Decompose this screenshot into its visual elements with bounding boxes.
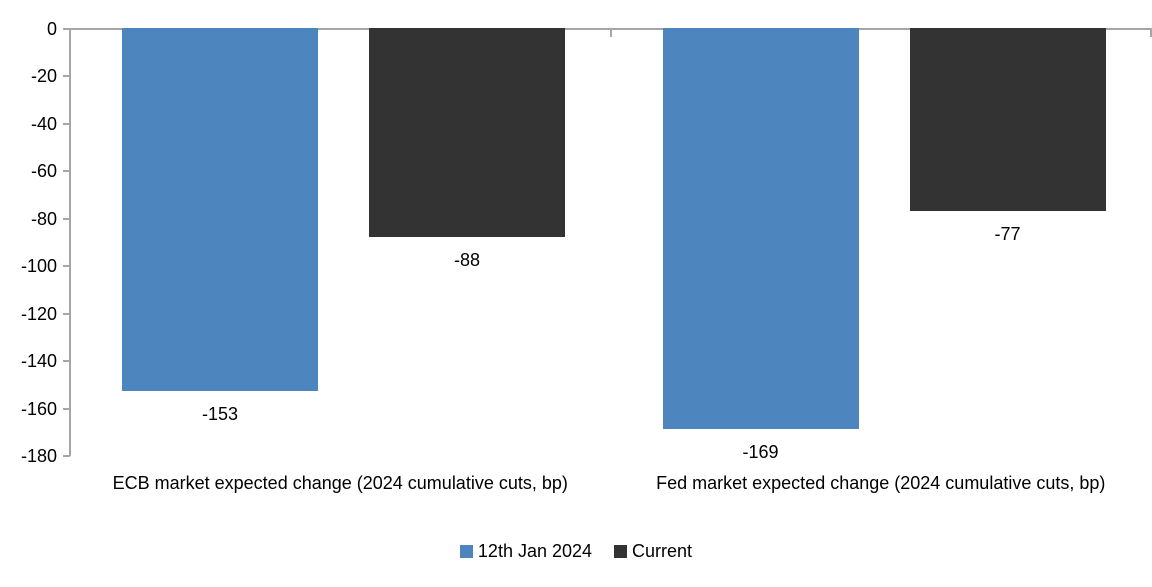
y-tick-label: -60 [30, 161, 57, 182]
y-axis-line [69, 28, 71, 456]
y-tick-mark [63, 122, 70, 125]
y-tick-mark [63, 217, 70, 220]
y-tick-label: -80 [30, 208, 57, 229]
legend-label: 12th Jan 2024 [477, 541, 593, 561]
category-label: Fed market expected change (2024 cumulat… [656, 473, 1106, 493]
y-tick-label: -140 [20, 351, 57, 372]
category-tick-mark [609, 28, 612, 37]
y-tick-mark [63, 407, 70, 410]
y-tick-label: -40 [30, 113, 57, 134]
bar-value-label: -88 [453, 249, 480, 270]
y-tick-mark [63, 455, 70, 457]
legend-item: 12th Jan 2024 [459, 541, 593, 562]
bar-value-label: -77 [994, 223, 1021, 244]
y-tick-mark [63, 265, 70, 268]
legend-label: Current [632, 541, 693, 561]
bar-series2-group1 [369, 28, 565, 237]
y-tick-label: -20 [30, 66, 57, 87]
y-tick-mark [63, 312, 70, 315]
bar-series1-group1 [122, 28, 318, 391]
y-tick-label: -180 [20, 446, 57, 466]
category-label: ECB market expected change (2024 cumulat… [112, 473, 568, 493]
legend: 12th Jan 2024 Current [0, 541, 1152, 562]
bar-value-label: -153 [201, 403, 239, 424]
y-tick-mark [63, 75, 70, 78]
bar-series1-group2 [662, 28, 859, 429]
y-tick-mark [63, 360, 70, 363]
y-tick-label: 0 [46, 19, 57, 39]
y-tick-label: -160 [20, 398, 57, 419]
legend-item: Current [614, 541, 692, 562]
bar-value-label: -169 [742, 441, 779, 462]
legend-swatch [459, 545, 473, 558]
y-tick-mark [63, 28, 70, 30]
bar-series2-group2 [909, 28, 1106, 211]
legend-swatch [614, 545, 628, 558]
y-tick-mark [63, 170, 70, 173]
category-tick-mark [69, 28, 71, 37]
y-tick-label: -120 [20, 303, 57, 324]
y-tick-label: -100 [20, 256, 57, 277]
category-tick-mark [1150, 28, 1152, 37]
